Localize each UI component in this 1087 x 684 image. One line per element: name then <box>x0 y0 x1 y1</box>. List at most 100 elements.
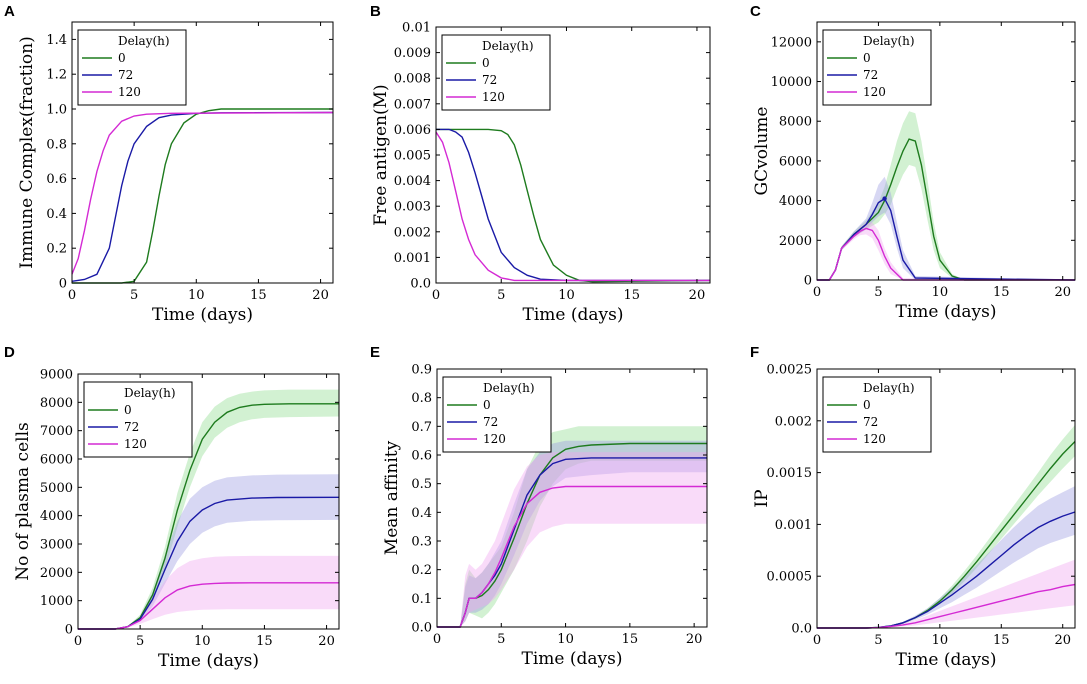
band-series-120 <box>78 555 339 629</box>
legend-label-72: 72 <box>118 68 133 82</box>
y-tick-label: 7000 <box>40 424 73 439</box>
line-series-0 <box>72 108 333 284</box>
y-tick-label: 0.8 <box>46 137 67 152</box>
panel-label: B <box>370 3 381 20</box>
band-series-0 <box>78 389 339 629</box>
x-tick-label: 5 <box>874 633 882 648</box>
band-series-120 <box>437 452 707 627</box>
legend-label-0: 0 <box>863 398 871 412</box>
x-tick-label: 20 <box>1054 285 1071 300</box>
x-axis-title: Time (days) <box>896 302 997 322</box>
legend-title: Delay(h) <box>124 386 176 400</box>
x-tick-label: 5 <box>497 288 505 303</box>
y-tick-label: 6000 <box>40 453 73 468</box>
y-tick-label: 0.3 <box>411 535 432 550</box>
x-tick-label: 5 <box>874 285 882 300</box>
x-tick-label: 20 <box>689 288 706 303</box>
legend: Delay(h) 0 72 120 <box>822 29 932 106</box>
y-axis-title: Free antigen(M) <box>371 84 391 225</box>
line-series-0 <box>817 138 1075 281</box>
x-tick-label: 20 <box>1054 633 1071 648</box>
legend-title: Delay(h) <box>863 381 915 395</box>
legend-label-0: 0 <box>118 51 126 65</box>
line-series-72 <box>436 128 710 282</box>
x-tick-label: 0 <box>68 288 76 303</box>
y-tick-label: 10000 <box>771 75 812 90</box>
x-tick-label: 5 <box>136 634 144 649</box>
y-tick-label: 0.2 <box>411 563 432 578</box>
plot-frame <box>816 21 1076 281</box>
y-tick-label: 2000 <box>40 566 73 581</box>
y-tick-label: 5000 <box>40 481 73 496</box>
legend: Delay(h) 0 72 120 <box>77 29 187 106</box>
x-axis-title: Time (days) <box>896 650 997 670</box>
y-tick-label: 0.7 <box>411 420 432 435</box>
y-tick-label: 0.005 <box>394 149 431 164</box>
legend-label-72: 72 <box>124 420 139 434</box>
y-tick-label: 0.0 <box>411 621 432 636</box>
y-tick-label: 1.0 <box>46 103 67 118</box>
x-tick-label: 15 <box>256 634 273 649</box>
line-series-120 <box>437 485 707 628</box>
y-tick-label: 0.001 <box>394 251 431 266</box>
line-series-72 <box>71 111 334 282</box>
panel-label: A <box>4 3 15 20</box>
legend-label-120: 120 <box>863 432 886 446</box>
line-series-120 <box>435 131 710 282</box>
band-series-0 <box>817 111 1075 280</box>
legend-label-120: 120 <box>118 85 141 99</box>
y-tick-label: 0.002 <box>394 225 431 240</box>
x-tick-label: 10 <box>188 288 205 303</box>
y-tick-label: 0.0 <box>410 277 431 292</box>
legend-title: Delay(h) <box>483 381 535 395</box>
legend: Delay(h) 0 72 120 <box>83 381 193 458</box>
legend-label-120: 120 <box>124 437 147 451</box>
x-tick-label: 10 <box>932 285 949 300</box>
plot-frame <box>77 373 340 630</box>
x-tick-label: 15 <box>993 633 1010 648</box>
x-tick-label: 15 <box>250 288 267 303</box>
y-tick-label: 9000 <box>40 368 73 383</box>
band-series-72 <box>817 176 1075 280</box>
panel-C: C 0 5 10 15 20 0 2000 4000 6000 8000 10000 12000 Time… <box>750 3 1076 322</box>
line-series-120 <box>817 583 1076 629</box>
y-tick-label: 0.004 <box>394 174 431 189</box>
x-axis-title: Time (days) <box>152 305 253 325</box>
x-tick-label: 0 <box>813 285 821 300</box>
y-tick-label: 0.9 <box>411 363 432 378</box>
x-tick-label: 10 <box>932 633 949 648</box>
y-tick-label: 8000 <box>40 396 73 411</box>
y-tick-label: 0.006 <box>394 123 431 138</box>
x-tick-label: 5 <box>497 632 505 647</box>
y-tick-label: 0.5 <box>411 477 432 492</box>
y-tick-label: 0.003 <box>394 200 431 215</box>
plot-frame <box>71 21 334 284</box>
legend: Delay(h) 0 72 120 <box>822 376 932 453</box>
x-tick-label: 20 <box>318 634 335 649</box>
y-tick-label: 12000 <box>771 35 812 50</box>
legend: Delay(h) 0 72 120 <box>442 376 552 453</box>
legend-label-72: 72 <box>863 415 878 429</box>
x-tick-label: 0 <box>813 633 821 648</box>
band-series-72 <box>78 474 339 629</box>
y-axis-title: GCvolume <box>752 107 772 196</box>
x-tick-label: 0 <box>433 632 441 647</box>
legend-label-0: 0 <box>482 56 490 70</box>
y-tick-label: 4000 <box>779 194 812 209</box>
line-series-120 <box>71 111 334 275</box>
x-tick-label: 15 <box>993 285 1010 300</box>
line-series-0 <box>436 128 711 283</box>
x-tick-label: 0 <box>432 288 440 303</box>
x-axis-title: Time (days) <box>523 305 624 325</box>
panel-label: F <box>750 344 759 361</box>
y-tick-label: 3000 <box>40 538 73 553</box>
legend-title: Delay(h) <box>118 34 170 48</box>
legend-label-72: 72 <box>482 73 497 87</box>
y-tick-label: 0.007 <box>394 97 431 112</box>
panel-label: D <box>4 344 15 361</box>
y-tick-label: 0.0 <box>791 622 812 637</box>
y-tick-label: 0.4 <box>46 207 67 222</box>
y-tick-label: 0.6 <box>411 449 432 464</box>
x-tick-label: 0 <box>74 634 82 649</box>
